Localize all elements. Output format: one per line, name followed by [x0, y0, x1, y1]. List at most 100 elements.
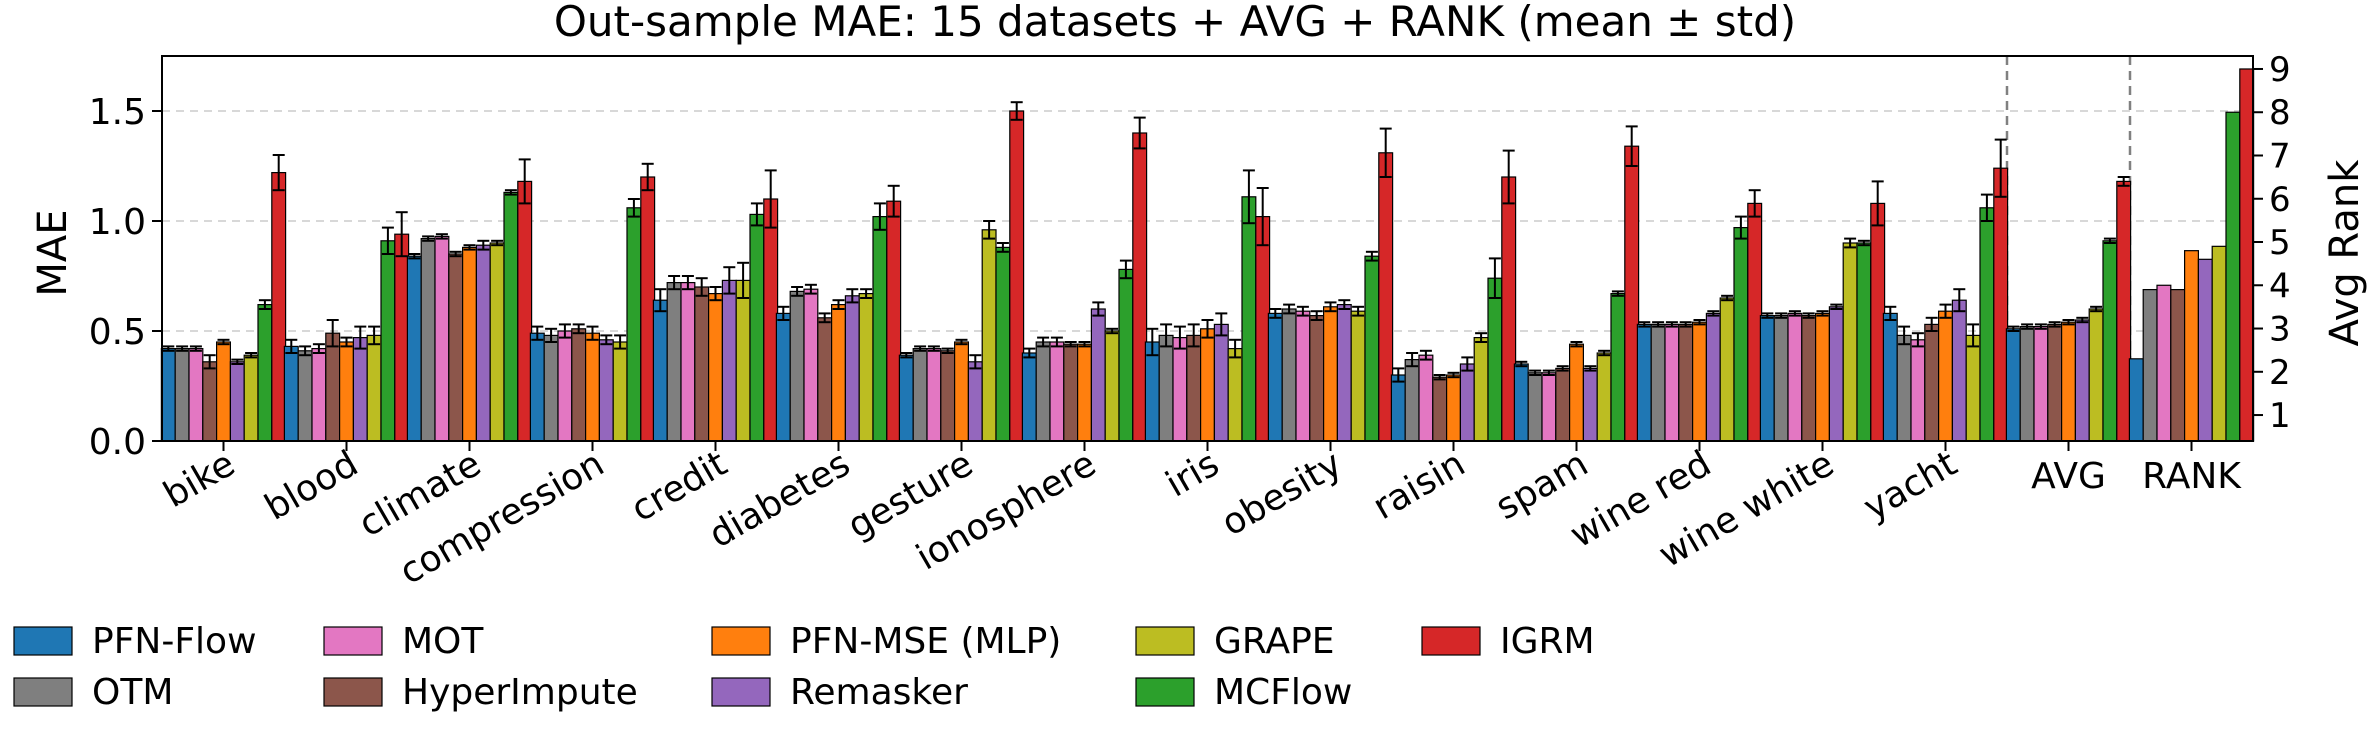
bar — [1828, 306, 1844, 442]
bar — [2102, 240, 2118, 442]
bar — [858, 293, 874, 442]
bar — [1924, 323, 1940, 442]
bar — [1199, 328, 1215, 442]
bar — [325, 332, 341, 442]
bar — [694, 286, 710, 442]
y2-tick-label: 6 — [2269, 180, 2291, 220]
bar — [271, 172, 287, 442]
bar — [571, 328, 587, 442]
y2-tick-label: 1 — [2269, 396, 2291, 436]
bar — [995, 246, 1011, 442]
legend-swatch — [711, 626, 771, 656]
legend-label: PFN-MSE (MLP) — [790, 621, 1061, 662]
bar — [1856, 242, 1872, 442]
legend-label: PFN-Flow — [92, 621, 257, 662]
bar — [1049, 341, 1065, 442]
bar — [1610, 293, 1626, 442]
y-axis-label: MAE — [30, 209, 76, 296]
bar — [981, 229, 997, 442]
bar — [775, 312, 791, 442]
bar — [2211, 245, 2227, 442]
x-tick-label: compression — [393, 443, 611, 593]
bar — [1076, 343, 1092, 442]
bar — [1144, 341, 1160, 442]
y2-tick-label: 2 — [2269, 353, 2291, 393]
bar — [1965, 334, 1981, 442]
legend-swatch — [13, 677, 73, 707]
x-tick-label: RANK — [2142, 456, 2242, 497]
bar — [160, 348, 176, 442]
legend-label: MCFlow — [1214, 672, 1352, 713]
bar — [886, 200, 902, 442]
bar — [243, 354, 259, 442]
bar — [666, 282, 682, 442]
bar — [1787, 312, 1803, 442]
bar — [749, 213, 765, 442]
bar — [707, 293, 723, 442]
bar — [1309, 315, 1325, 442]
y-tick-label: 0.5 — [89, 312, 146, 353]
bar — [352, 337, 368, 442]
bar — [380, 240, 396, 442]
x-tick-label: iris — [1159, 443, 1226, 505]
bar — [2061, 321, 2077, 442]
bar — [1336, 304, 1352, 442]
bar — [420, 238, 436, 442]
bar — [830, 304, 846, 442]
bar — [1172, 337, 1188, 442]
x-tick-label: bike — [157, 443, 242, 516]
bar — [1487, 277, 1503, 442]
bar — [1937, 310, 1953, 442]
bar — [626, 207, 642, 442]
bar — [1759, 315, 1775, 442]
bar — [503, 191, 519, 442]
bar — [912, 348, 928, 442]
bar — [475, 244, 491, 442]
y2-tick-label: 5 — [2269, 223, 2291, 263]
bar — [1636, 323, 1652, 442]
bar — [584, 332, 600, 442]
y2-tick-label: 3 — [2269, 310, 2291, 350]
bar — [489, 242, 505, 442]
plot-frame — [161, 55, 2254, 442]
bar — [1063, 343, 1079, 442]
bar — [598, 339, 614, 442]
bar — [1773, 315, 1789, 442]
bar — [1350, 310, 1366, 442]
x-tick-label: obesity — [1215, 443, 1349, 544]
bar — [1568, 343, 1584, 442]
bar — [2128, 358, 2144, 442]
y-tick-label: 0.0 — [89, 422, 146, 463]
bar — [229, 361, 245, 442]
bar — [1747, 202, 1763, 442]
bar — [529, 332, 545, 442]
bar — [1678, 323, 1694, 442]
y-tick-label: 1.0 — [89, 202, 146, 243]
bar — [2019, 326, 2035, 442]
bar — [1009, 110, 1025, 442]
y2-tick-label: 7 — [2269, 136, 2291, 176]
bar — [1882, 312, 1898, 442]
bar — [1213, 323, 1229, 442]
bar — [557, 330, 573, 442]
bar — [1513, 363, 1529, 442]
bar — [517, 180, 533, 442]
bar — [1801, 315, 1817, 442]
bar — [1993, 167, 2009, 442]
x-tick-label: AVG — [2031, 456, 2106, 497]
bar — [1021, 352, 1037, 442]
bar — [2156, 284, 2172, 442]
bar — [1705, 312, 1721, 442]
bar — [462, 246, 478, 442]
bar — [1267, 312, 1283, 442]
bar — [953, 341, 969, 442]
legend-label: GRAPE — [1214, 621, 1335, 662]
bar — [1719, 297, 1735, 442]
legend-swatch — [1421, 626, 1481, 656]
bar — [1418, 354, 1434, 442]
bar — [1979, 207, 1995, 442]
bar — [652, 299, 668, 442]
bar — [257, 304, 273, 442]
